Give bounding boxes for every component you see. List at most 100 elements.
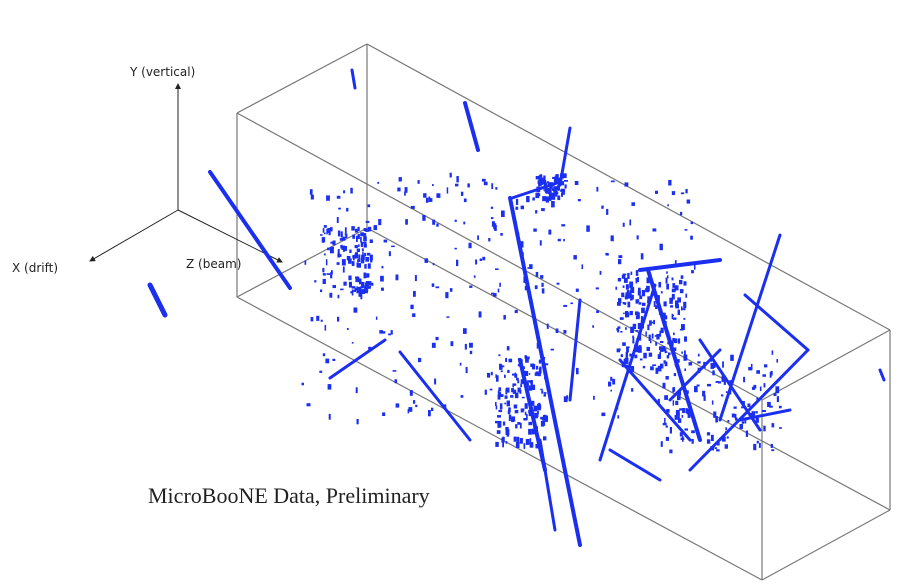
hit (704, 395, 706, 401)
hit (502, 442, 504, 448)
hit (623, 302, 627, 304)
hit (364, 228, 367, 231)
hit (690, 236, 693, 240)
hit (323, 273, 326, 276)
hit (630, 296, 632, 300)
hit (557, 283, 560, 285)
hit (635, 311, 639, 315)
hit (596, 287, 599, 289)
track (610, 450, 660, 480)
hit (626, 352, 628, 358)
hit (617, 349, 620, 353)
hit (649, 335, 651, 341)
hit (707, 432, 710, 435)
hit (436, 286, 440, 288)
hit (415, 275, 417, 281)
hit (469, 243, 472, 249)
hit (432, 343, 436, 348)
hit (672, 314, 674, 319)
hit (506, 441, 508, 444)
hit (367, 286, 371, 289)
hit (622, 342, 626, 346)
hit (352, 342, 354, 344)
hit (332, 359, 335, 361)
hit (565, 184, 567, 188)
hit (329, 414, 331, 420)
hit (691, 270, 694, 273)
hit (516, 199, 518, 205)
hit (347, 328, 349, 330)
hit (629, 354, 631, 357)
hit (354, 308, 358, 313)
hit (547, 324, 549, 329)
hit (664, 418, 666, 424)
hit (600, 271, 602, 275)
hit (357, 419, 359, 424)
hit (684, 336, 687, 341)
hit (515, 410, 519, 413)
hit (626, 365, 630, 368)
hit (352, 261, 355, 266)
hit (340, 238, 343, 241)
hit (450, 173, 452, 178)
hit (500, 394, 503, 397)
hit (503, 422, 505, 426)
hit (535, 444, 538, 449)
hit (685, 229, 688, 231)
tracks (150, 70, 884, 545)
hit (725, 427, 727, 430)
hit (463, 328, 467, 334)
hit (422, 215, 425, 221)
hit (742, 401, 745, 405)
hit (378, 219, 381, 225)
hit (539, 368, 542, 374)
hit (631, 202, 635, 206)
hit (673, 318, 677, 320)
hit (712, 370, 715, 375)
hit (506, 388, 510, 393)
hit (517, 437, 520, 442)
hit (505, 358, 507, 362)
hit (658, 399, 660, 405)
hit (337, 217, 339, 223)
hit (540, 275, 543, 279)
hit (543, 359, 545, 365)
hit (455, 248, 457, 250)
hit (535, 426, 538, 430)
hit (535, 285, 538, 289)
hit (528, 429, 532, 435)
hit (776, 359, 778, 363)
hit (418, 180, 420, 184)
hit (637, 235, 639, 239)
z-axis-label: Z (beam) (186, 257, 241, 271)
hit (684, 368, 686, 371)
hit (520, 438, 523, 444)
hit (368, 347, 371, 351)
hit (522, 397, 525, 399)
hit (408, 409, 410, 413)
hit (537, 343, 539, 349)
hit (358, 227, 360, 231)
hit (455, 220, 457, 222)
hit (504, 403, 506, 405)
hit (359, 292, 362, 297)
hit (722, 361, 724, 367)
hit (627, 273, 629, 279)
hit (391, 246, 395, 248)
hit (341, 247, 343, 249)
hit (345, 234, 347, 236)
hit (536, 272, 539, 277)
hit (340, 289, 344, 291)
hit (511, 388, 514, 392)
hit (691, 222, 694, 225)
hit (667, 337, 670, 339)
hit (620, 317, 624, 320)
hit (645, 331, 647, 336)
hit (470, 351, 472, 354)
hit (664, 301, 667, 306)
hit (632, 337, 634, 342)
hit (698, 368, 701, 373)
hit (429, 198, 432, 202)
hit (527, 383, 529, 386)
hit (689, 362, 693, 365)
